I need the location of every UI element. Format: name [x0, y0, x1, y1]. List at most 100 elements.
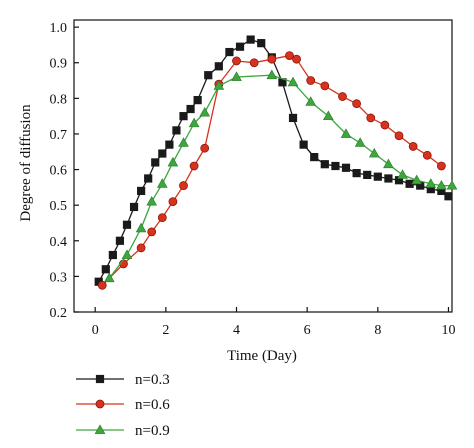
- data-point: [287, 76, 299, 87]
- data-point: [285, 51, 294, 61]
- data-point: [446, 179, 458, 190]
- data-point: [352, 99, 362, 109]
- data-point: [157, 178, 168, 188]
- y-tick-label: 0.2: [50, 306, 68, 321]
- data-point: [147, 227, 157, 237]
- data-point: [204, 71, 213, 80]
- data-point: [310, 152, 319, 162]
- legend-item: n=0.3: [76, 372, 170, 388]
- data-point: [425, 178, 437, 188]
- y-tick-label: 0.8: [50, 92, 68, 107]
- data-point: [144, 174, 153, 183]
- data-point: [257, 39, 266, 48]
- data-point: [363, 170, 372, 180]
- data-point: [373, 172, 382, 181]
- y-tick-label: 0.6: [50, 164, 68, 179]
- plot-frame: [73, 19, 453, 313]
- data-point: [384, 174, 393, 183]
- data-point: [331, 161, 340, 171]
- y-tick-label: 0.5: [50, 199, 68, 214]
- data-point: [157, 213, 167, 223]
- y-tick-label: 1.0: [50, 21, 68, 36]
- data-point: [340, 128, 352, 138]
- data-point: [249, 58, 259, 68]
- x-tick-label: 8: [374, 323, 381, 338]
- data-point: [214, 62, 223, 71]
- data-point: [383, 158, 394, 169]
- data-point: [135, 222, 147, 233]
- data-point: [129, 202, 139, 212]
- data-point: [354, 137, 366, 147]
- data-point: [288, 113, 298, 123]
- legend-marker: [94, 424, 106, 434]
- data-point: [235, 42, 245, 51]
- x-tick-label: 6: [304, 323, 311, 338]
- x-axis-label: Time (Day): [227, 348, 297, 364]
- data-point: [179, 181, 188, 190]
- data-point: [320, 160, 329, 169]
- data-point: [408, 142, 418, 151]
- data-point: [323, 110, 334, 121]
- series-n=0.3: [94, 35, 453, 286]
- axis-ticks: 0 2 4 6 8 10 0.2 0.3 0.4 0.5 0.6 0.7 0.8 0.9 1.0: [50, 21, 456, 338]
- data-point: [189, 161, 199, 171]
- series-line: [101, 54, 442, 286]
- y-tick-label: 0.9: [50, 57, 68, 72]
- data-point: [137, 186, 146, 196]
- data-point: [292, 54, 301, 64]
- data-point: [267, 54, 277, 64]
- x-tick-label: 0: [92, 323, 99, 338]
- data-point: [199, 106, 211, 117]
- data-point: [380, 120, 390, 130]
- data-point: [305, 96, 317, 106]
- series-n=0.9: [104, 69, 458, 283]
- data-point: [444, 192, 453, 201]
- y-tick-label: 0.7: [50, 128, 68, 143]
- data-point: [104, 272, 115, 283]
- data-point: [437, 161, 446, 171]
- data-point: [178, 137, 189, 147]
- legend-label: n=0.9: [135, 423, 170, 439]
- data-point: [397, 169, 408, 179]
- data-point: [246, 35, 255, 44]
- data-point: [188, 117, 200, 128]
- data-point: [266, 69, 278, 80]
- x-tick-label: 10: [441, 323, 455, 338]
- data-point: [422, 150, 432, 160]
- data-point: [179, 112, 188, 121]
- x-tick-label: 2: [162, 323, 169, 338]
- data-point: [172, 126, 181, 135]
- legend-marker: [95, 399, 105, 409]
- series-n=0.6: [97, 51, 446, 290]
- series-layer: [94, 35, 458, 290]
- legend: n=0.3 n=0.6 n=0.9: [76, 372, 170, 439]
- data-point: [121, 249, 133, 259]
- data-point: [158, 149, 167, 158]
- plot-border: [73, 19, 453, 313]
- legend-item: n=0.6: [76, 397, 170, 413]
- data-point: [366, 113, 376, 123]
- data-point: [168, 197, 178, 207]
- data-point: [186, 104, 195, 114]
- data-point: [115, 236, 125, 245]
- data-point: [167, 156, 179, 167]
- legend-label: n=0.3: [135, 372, 170, 388]
- data-point: [146, 195, 158, 206]
- data-point: [299, 140, 308, 149]
- data-point: [136, 243, 146, 253]
- data-point: [436, 179, 447, 190]
- data-point: [411, 174, 422, 185]
- legend-label: n=0.6: [135, 397, 170, 413]
- x-tick-label: 4: [233, 323, 240, 338]
- data-point: [101, 265, 110, 274]
- data-point: [352, 169, 361, 178]
- data-point: [341, 163, 351, 172]
- data-point: [394, 131, 404, 141]
- data-point: [151, 158, 160, 167]
- data-point: [232, 56, 241, 66]
- data-point: [213, 80, 225, 90]
- data-point: [97, 280, 107, 290]
- data-point: [108, 250, 117, 260]
- data-point: [193, 96, 202, 105]
